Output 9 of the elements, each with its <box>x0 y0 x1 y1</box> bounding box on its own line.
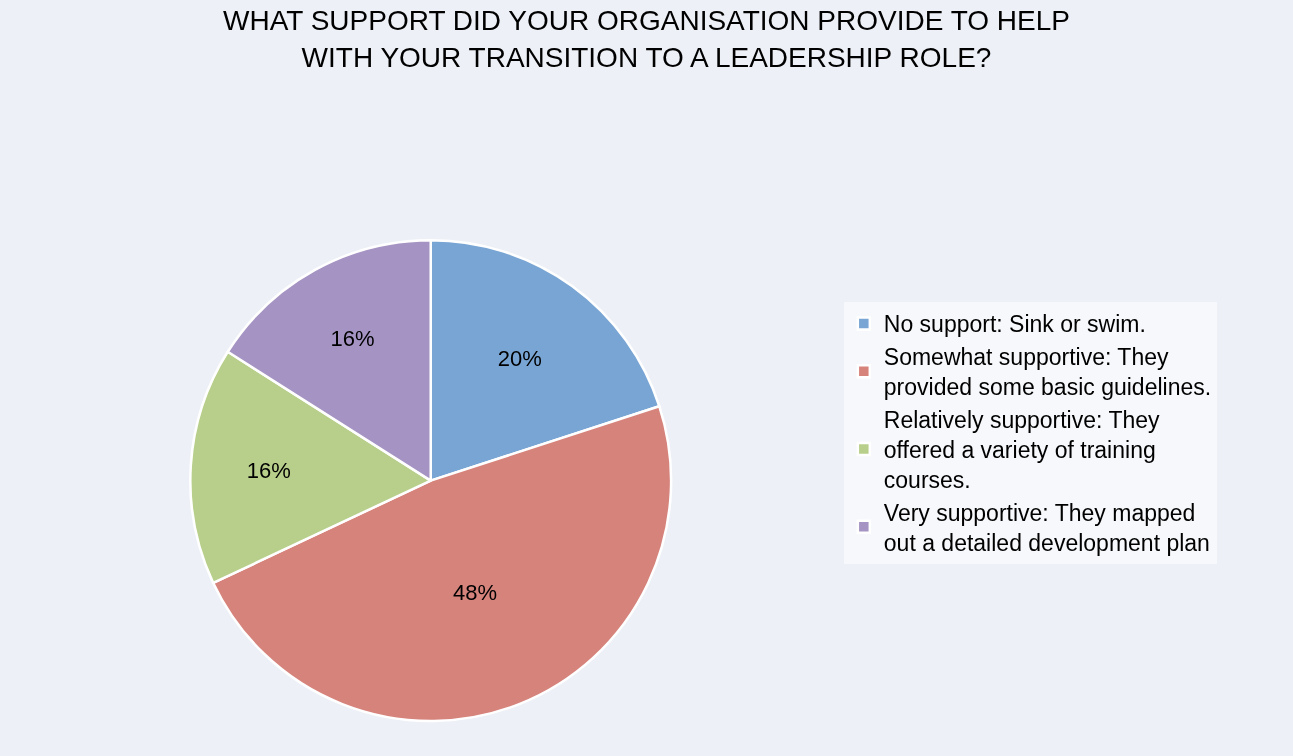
data-label: 16% <box>246 457 291 483</box>
legend-label: Somewhat supportive: They provided some basic guidelines. <box>883 344 1212 401</box>
data-label: 48% <box>452 579 498 605</box>
legend-label: Relatively supportive: They offered a variety of training courses. <box>883 407 1161 493</box>
chart-title: WHAT SUPPORT DID YOUR ORGANISATION PROVIDE TO HELP WITH YOUR TRANSITION TO A LEADERSHIP ROLE? <box>223 5 1070 73</box>
data-label: 20% <box>497 345 542 371</box>
legend-label: No support: Sink or swim. <box>883 311 1146 338</box>
data-label: 16% <box>330 325 375 351</box>
legend-label: Very supportive: They mapped out a detailed development plan <box>883 499 1210 556</box>
